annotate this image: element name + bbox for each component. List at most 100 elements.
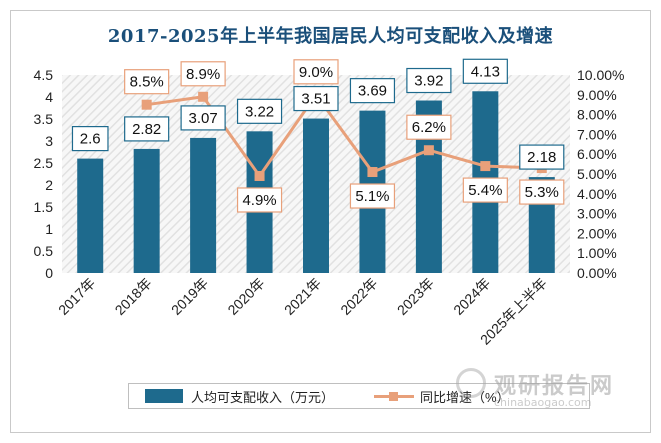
growth-data-label: 8.9%: [180, 61, 226, 87]
growth-label-box: [180, 61, 226, 87]
right-axis-tick-label: 4.00%: [577, 186, 617, 202]
income-label-box: [349, 78, 396, 104]
legend-line-swatch: [374, 389, 415, 403]
growth-label-text: 5.1%: [355, 188, 389, 205]
left-axis-tick-label: 1: [45, 221, 53, 237]
growth-label-box: [124, 69, 170, 95]
growth-label-text: 9.0%: [299, 64, 333, 81]
growth-data-label: 6.2%: [406, 114, 452, 140]
x-axis-category-label: 2019年: [168, 275, 211, 318]
right-axis-tick-label: 3.00%: [577, 206, 617, 222]
growth-label-text: 6.2%: [412, 119, 446, 136]
growth-label-text: 4.9%: [242, 192, 276, 209]
right-axis-tick-label: 8.00%: [577, 107, 617, 123]
right-axis-tick-label: 0.00%: [577, 265, 617, 281]
right-axis-tick-label: 2.00%: [577, 225, 617, 241]
left-axis-tick-label: 4.5: [34, 67, 54, 83]
watermark-name: 观研报告网: [494, 374, 615, 399]
x-axis-category-label: 2018年: [112, 275, 155, 318]
right-axis-tick-label: 9.00%: [577, 87, 617, 103]
growth-data-label: 4.9%: [236, 187, 283, 213]
income-data-label: 2.6: [71, 125, 109, 152]
income-data-label: 3.51: [293, 85, 339, 112]
left-axis-tick-label: 3: [45, 133, 53, 149]
x-axis-category-label: 2017年: [55, 275, 98, 318]
watermark-url: chinabaogao.com: [494, 396, 592, 409]
income-bar: [303, 118, 329, 273]
right-axis-tick-label: 6.00%: [577, 146, 617, 162]
right-axis-tick-label: 7.00%: [577, 126, 617, 142]
growth-data-label: 5.1%: [349, 183, 396, 209]
growth-label-text: 8.9%: [186, 66, 220, 83]
growth-data-label: 5.3%: [519, 179, 565, 205]
legend-bar-label: 人均可支配收入（万元）: [191, 389, 335, 405]
watermark: 观研报告网 chinabaogao.com: [456, 368, 646, 412]
x-axis-category-label: 2024年: [450, 275, 493, 318]
x-axis-category-label: 2022年: [337, 275, 380, 318]
growth-label-text: 5.4%: [468, 182, 502, 199]
growth-data-label: 9.0%: [293, 59, 339, 85]
growth-marker: [480, 161, 491, 172]
chart-title: 2017-2025年上半年我国居民人均可支配收入及增速: [107, 26, 554, 47]
watermark-logo-icon: [456, 368, 486, 398]
income-data-label: 2.82: [124, 116, 170, 142]
left-axis-tick-label: 0.5: [34, 243, 54, 259]
growth-label-box: [406, 114, 452, 140]
income-label-text: 2.82: [132, 121, 161, 138]
growth-label-text: 8.5%: [130, 74, 164, 91]
left-axis-tick-label: 1.5: [34, 199, 54, 215]
income-label-box: [462, 58, 508, 84]
income-data-label: 3.92: [406, 67, 452, 94]
growth-label-box: [462, 177, 508, 203]
left-axis-tick-label: 4: [45, 89, 53, 105]
income-label-text: 2.6: [80, 131, 101, 148]
income-bar: [190, 137, 217, 273]
income-label-box: [71, 125, 109, 152]
left-axis-tick-label: 0: [45, 265, 53, 281]
left-axis-tick-label: 2.5: [34, 155, 54, 171]
income-label-box: [236, 98, 283, 124]
growth-label-box: [293, 59, 339, 85]
left-axis-tick-label: 3.5: [34, 111, 54, 127]
income-label-box: [180, 105, 226, 131]
income-data-label: 2.18: [519, 144, 565, 170]
growth-marker: [254, 170, 265, 181]
left-axis-tick-label: 2: [45, 177, 53, 193]
x-axis-category-label: 2023年: [394, 275, 437, 318]
growth-label-box: [349, 183, 396, 209]
income-bar: [133, 148, 160, 273]
income-label-text: 3.22: [245, 103, 274, 120]
income-label-text: 3.69: [358, 83, 387, 100]
income-label-text: 3.92: [414, 73, 443, 90]
income-label-text: 2.18: [527, 149, 556, 166]
income-label-box: [124, 116, 170, 142]
income-data-label: 3.22: [236, 98, 283, 124]
income-label-box: [293, 85, 339, 112]
x-axis-category-label: 2021年: [281, 275, 324, 318]
growth-label-box: [236, 187, 283, 213]
growth-marker: [367, 167, 378, 178]
x-axis-category-label: 2020年: [224, 275, 267, 318]
legend: 人均可支配收入（万元） 同比增速（%）: [128, 383, 590, 409]
growth-data-label: 5.4%: [462, 177, 508, 203]
income-data-label: 3.69: [349, 78, 396, 104]
growth-data-label: 8.5%: [124, 69, 170, 95]
income-bar: [77, 158, 104, 273]
income-label-text: 4.13: [471, 63, 500, 80]
income-label-box: [519, 144, 565, 170]
growth-label-box: [519, 179, 565, 205]
income-label-text: 3.07: [189, 110, 218, 127]
income-label-text: 3.51: [301, 91, 330, 108]
growth-marker: [141, 99, 152, 110]
right-axis-tick-label: 5.00%: [577, 166, 617, 182]
income-data-label: 3.07: [180, 105, 226, 131]
growth-marker: [198, 91, 209, 102]
growth-marker: [423, 145, 434, 156]
right-axis-tick-label: 1.00%: [577, 245, 617, 261]
growth-label-text: 5.3%: [525, 184, 559, 201]
income-label-box: [406, 67, 452, 94]
right-axis-tick-label: 10.00%: [577, 67, 624, 83]
income-data-label: 4.13: [462, 58, 508, 84]
legend-bar-swatch: [145, 389, 183, 403]
